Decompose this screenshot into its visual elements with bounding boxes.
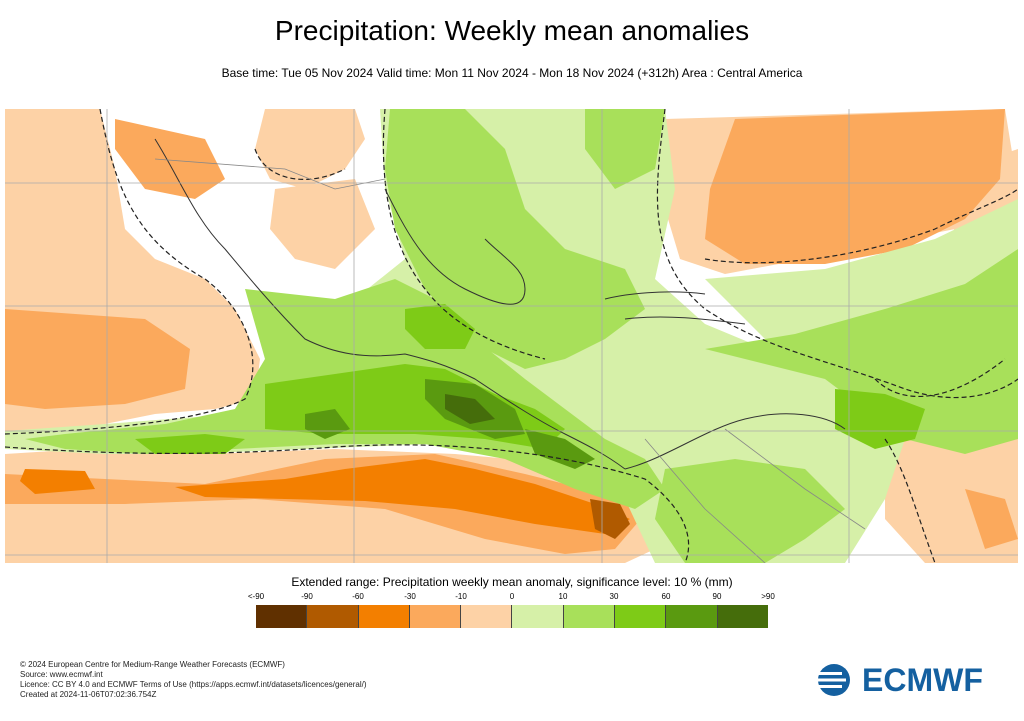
footer: © 2024 European Centre for Medium-Range … — [20, 660, 367, 700]
legend-title: Extended range: Precipitation weekly mea… — [291, 575, 733, 589]
legend-tick: -30 — [404, 592, 416, 601]
positive-anomaly-extreme — [445, 394, 495, 424]
chart-subtitle: Base time: Tue 05 Nov 2024 Valid time: M… — [221, 66, 803, 80]
anomaly-map — [5, 109, 1018, 563]
legend-tick: -60 — [352, 592, 364, 601]
legend-tick: <-90 — [247, 592, 265, 601]
colorbar-cell — [512, 605, 564, 628]
colorbar-cell — [307, 605, 359, 628]
legend-tick: >90 — [761, 592, 775, 601]
copyright-text: © 2024 European Centre for Medium-Range … — [20, 660, 285, 669]
ecmwf-logo-icon — [812, 664, 850, 696]
colorbar-cell — [666, 605, 718, 628]
colorbar-cell — [409, 605, 462, 628]
chart-title: Precipitation: Weekly mean anomalies — [274, 15, 750, 46]
legend-tick: 30 — [609, 592, 619, 601]
graticule — [5, 109, 1018, 563]
colorbar-cell — [717, 605, 768, 628]
colorbar — [256, 605, 768, 628]
ecmwf-logo-text: ECMWF — [862, 661, 983, 698]
source-text: Source: www.ecmwf.int — [20, 670, 103, 679]
negative-anomaly-extreme — [590, 499, 630, 539]
borders — [154, 158, 866, 563]
licence-text: Licence: CC BY 4.0 and ECMWF Terms of Us… — [20, 680, 367, 689]
legend-tick: 60 — [661, 592, 671, 601]
created-text: Created at 2024-11-06T07:02:36.754Z — [20, 690, 157, 699]
colorbar-cell — [256, 605, 308, 628]
colorbar-cell — [563, 605, 616, 628]
ecmwf-logo: ECMWF — [812, 660, 1007, 700]
legend-tick: 10 — [558, 592, 568, 601]
significance-contours — [5, 109, 1018, 563]
legend-tick: -90 — [301, 592, 313, 601]
legend-ticks: <-90 -90 -60 -30 -10 0 10 30 60 90 >90 — [248, 592, 775, 602]
colorbar-cell — [358, 605, 410, 628]
colorbar-cell — [461, 605, 513, 628]
legend-tick: 90 — [712, 592, 722, 601]
legend-tick: -10 — [455, 592, 467, 601]
legend-tick: 0 — [509, 592, 515, 601]
colorbar-cell — [615, 605, 667, 628]
